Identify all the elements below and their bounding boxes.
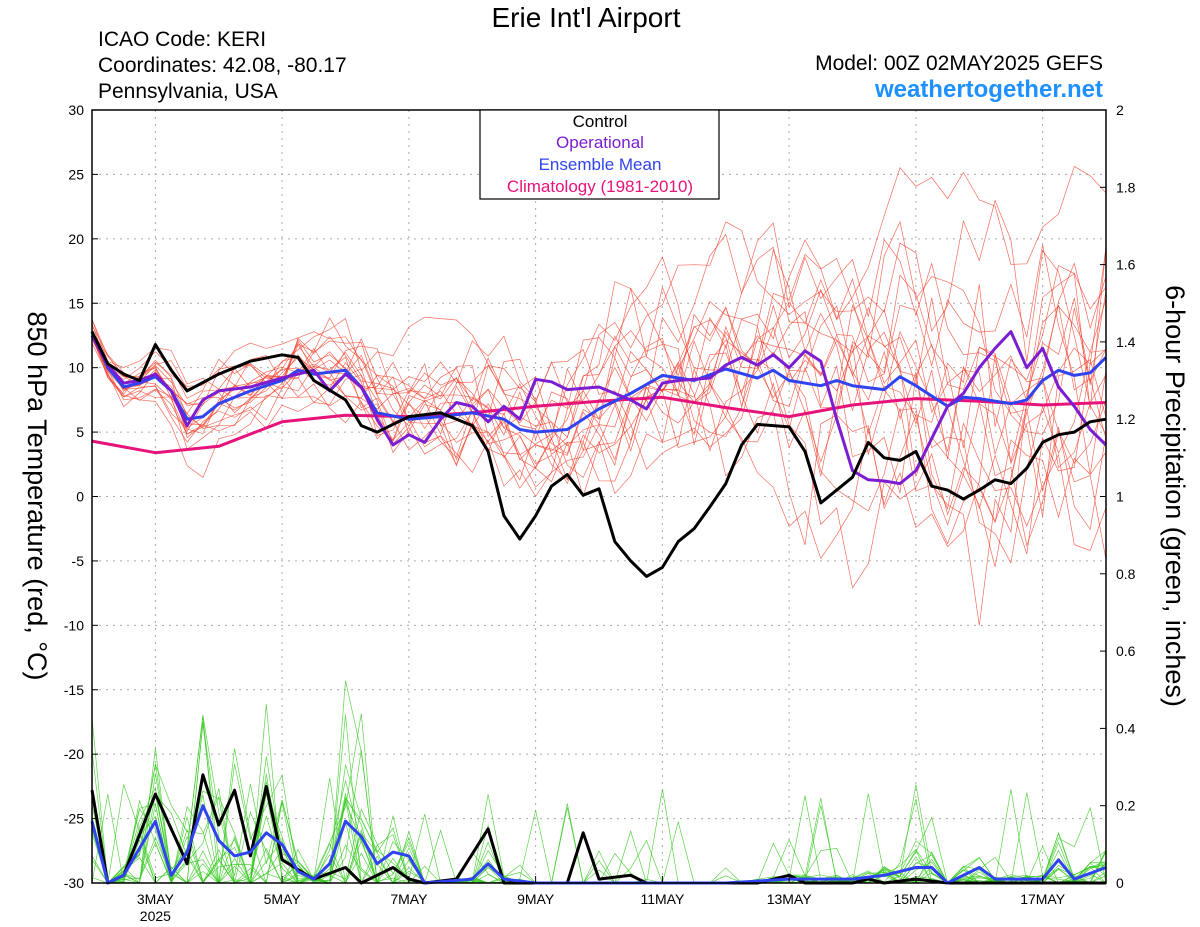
- precip-member-line: [91, 703, 1107, 885]
- temp-member-line: [91, 305, 1107, 551]
- x-tick-sublabel: 2025: [140, 908, 171, 924]
- legend-control: Control: [573, 112, 628, 131]
- y2-tick-label: 1.2: [1116, 411, 1136, 427]
- temp-member-line: [91, 298, 1107, 481]
- temp-member-line: [91, 248, 1107, 555]
- temp-ensemble-mean-line: [90, 330, 1108, 434]
- y2-axis-label: 6-hour Precipitation (green, inches): [1160, 285, 1190, 707]
- y-tick-label: -10: [64, 617, 84, 633]
- ensemble-members: [91, 165, 1107, 885]
- x-tick-label: 5MAY: [264, 891, 302, 907]
- y2-tick-label: 1.4: [1116, 334, 1136, 350]
- coordinates: Coordinates: 42.08, -80.17: [98, 54, 347, 77]
- temp-member-line: [91, 304, 1107, 545]
- temp-member-line: [91, 339, 1107, 548]
- region: Pennsylvania, USA: [98, 80, 278, 103]
- x-tick-label: 9MAY: [517, 891, 555, 907]
- precip-member-line: [91, 713, 1107, 884]
- temp-member-line: [91, 245, 1107, 456]
- y2-tick-label: 0.4: [1116, 720, 1136, 736]
- y-tick-label: -25: [64, 811, 84, 827]
- x-tick-label: 13MAY: [767, 891, 813, 907]
- y2-tick-label: 2: [1116, 102, 1124, 118]
- temp-operational-line: [90, 330, 1108, 486]
- precip-member-line: [92, 723, 1107, 884]
- y2-tick-label: 0.2: [1116, 798, 1136, 814]
- temp-member-line: [91, 199, 1107, 461]
- y2-tick-label: 1: [1116, 489, 1124, 505]
- y2-tick-label: 1.6: [1116, 257, 1136, 273]
- y2-tick-label: 0.8: [1116, 566, 1136, 582]
- x-tick-label: 15MAY: [893, 891, 939, 907]
- precip-ensemble-mean-line: [90, 804, 1107, 885]
- right-axis-ticks: 2 1.8 1.6 1.4 1.2 1 0.8 0.6 0.4 0.2 0: [1100, 102, 1136, 891]
- temp-member-line: [91, 304, 1107, 589]
- y-tick-label: -20: [64, 746, 84, 762]
- x-tick-label: 3MAY: [137, 891, 175, 907]
- x-tick-label: 11MAY: [640, 891, 684, 907]
- chart-title: Erie Int'l Airport: [491, 2, 681, 33]
- y-tick-label: 15: [68, 295, 84, 311]
- temp-member-line: [91, 165, 1107, 498]
- y-tick-label: 5: [76, 424, 84, 440]
- legend-operational: Operational: [556, 133, 644, 152]
- temp-member-line: [91, 272, 1107, 626]
- y-tick-label: 30: [68, 102, 84, 118]
- y2-tick-label: 1.8: [1116, 179, 1136, 195]
- precip-control-line: [90, 773, 1106, 885]
- x-tick-label: 17MAY: [1020, 891, 1066, 907]
- y-tick-label: -5: [72, 553, 85, 569]
- y-tick-label: 25: [68, 166, 84, 182]
- temp-control-line: [90, 330, 1107, 578]
- y2-tick-label: 0.6: [1116, 643, 1136, 659]
- model-run: Model: 00Z 02MAY2025 GEFS: [815, 52, 1103, 75]
- temp-member-line: [91, 262, 1107, 560]
- y-tick-label: -30: [64, 875, 84, 891]
- left-axis-ticks: 30 25 20 15 10 5 0 -5 -10 -15 -20 -25 -30: [64, 102, 98, 891]
- y2-tick-label: 0: [1116, 875, 1124, 891]
- y-tick-label: 20: [68, 231, 84, 247]
- y-tick-label: 10: [68, 360, 84, 376]
- y-axis-label: 850 hPa Temperature (red, °C): [22, 312, 52, 681]
- x-tick-label: 7MAY: [390, 891, 428, 907]
- y-tick-label: -15: [64, 682, 84, 698]
- site-link[interactable]: weathertogether.net: [874, 76, 1103, 103]
- temp-member-line: [91, 239, 1107, 498]
- temp-member-line: [91, 244, 1107, 475]
- legend-ensemble-mean: Ensemble Mean: [539, 155, 662, 174]
- legend-climatology: Climatology (1981-2010): [507, 177, 693, 196]
- y-tick-label: 0: [76, 489, 84, 505]
- gridlines: [92, 110, 1106, 883]
- legend-box: Control Operational Ensemble Mean Climat…: [479, 109, 720, 200]
- icao-code: ICAO Code: KERI: [98, 28, 267, 51]
